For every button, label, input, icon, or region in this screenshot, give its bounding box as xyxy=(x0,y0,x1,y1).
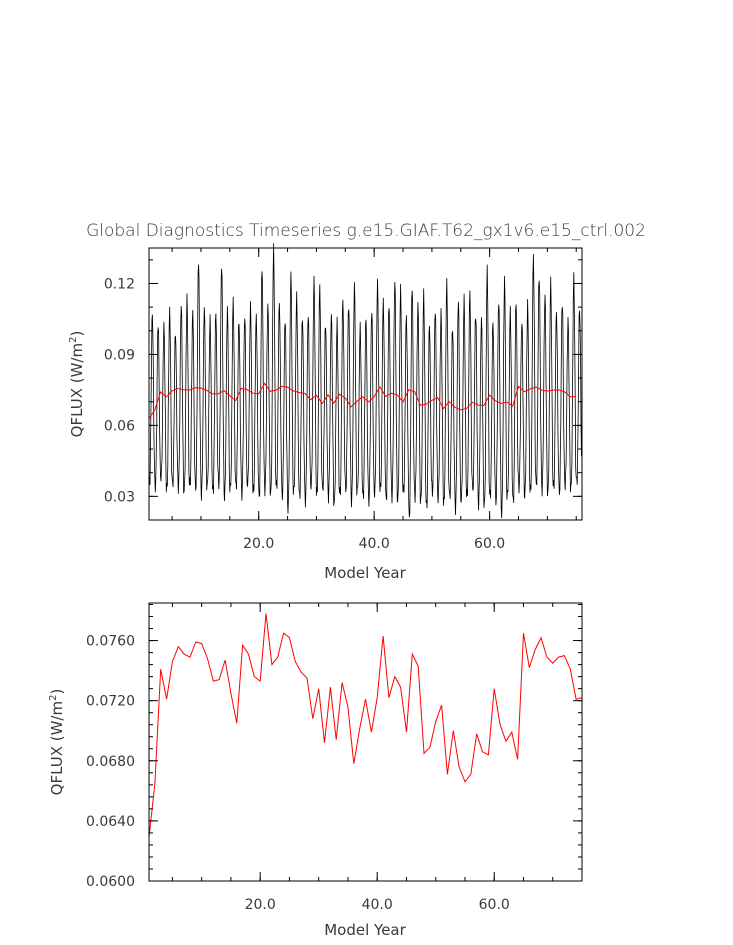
bottom-x-tick-label: 60.0 xyxy=(479,897,510,913)
bottom-x-tick-label: 40.0 xyxy=(362,897,393,913)
bottom-y-tick-label: 0.0680 xyxy=(86,754,135,770)
bottom-x-tick-label: 20.0 xyxy=(245,897,276,913)
top-y-tick-label: 0.03 xyxy=(104,489,135,505)
top-annual-series xyxy=(148,382,577,419)
bottom-y-tick-label: 0.0760 xyxy=(86,634,135,650)
bottom-plot-frame xyxy=(148,602,583,882)
top-x-axis-label: Model Year xyxy=(324,564,406,582)
top-plot-frame xyxy=(148,247,583,521)
top-x-tick-label: 40.0 xyxy=(359,536,390,552)
top-y-label-close: ) xyxy=(68,331,86,337)
bottom-annual-series xyxy=(148,613,583,838)
top-chart: Global Diagnostics Timeseries g.e15.GIAF… xyxy=(68,221,646,582)
top-annual-line xyxy=(148,382,577,419)
top-axis-ticks: 20.0 40.0 60.0 0.03 0.06 0.09 0.12 xyxy=(104,248,582,552)
top-x-tick-label: 60.0 xyxy=(474,536,505,552)
top-x-tick-label: 20.0 xyxy=(243,536,274,552)
top-chart-title: Global Diagnostics Timeseries g.e15.GIAF… xyxy=(86,221,646,241)
top-y-label-main: QFLUX (W/m xyxy=(68,343,86,437)
bottom-chart: 20.0 40.0 60.0 0.0600 0.0640 0.0680 0.0720 0.07… xyxy=(48,602,583,939)
bottom-y-label-close: ) xyxy=(48,689,66,695)
bottom-y-axis-label: QFLUX (W/m2) xyxy=(48,689,66,796)
top-y-axis-label: QFLUX (W/m2) xyxy=(68,331,86,438)
bottom-x-axis-label: Model Year xyxy=(324,921,406,939)
bottom-y-tick-label: 0.0600 xyxy=(86,874,135,890)
bottom-annual-line xyxy=(148,613,583,838)
top-y-tick-label: 0.12 xyxy=(104,276,135,292)
bottom-y-label-main: QFLUX (W/m xyxy=(48,701,66,795)
bottom-y-tick-label: 0.0640 xyxy=(86,814,135,830)
top-monthly-line xyxy=(148,243,582,519)
bottom-axis-ticks: 20.0 40.0 60.0 0.0600 0.0640 0.0680 0.0720 0.07… xyxy=(86,603,583,913)
top-y-tick-label: 0.09 xyxy=(104,347,135,363)
top-monthly-series xyxy=(148,243,582,519)
top-y-label-superscript: 2 xyxy=(68,337,79,343)
bottom-y-tick-label: 0.0720 xyxy=(86,694,135,710)
bottom-y-label-superscript: 2 xyxy=(48,695,59,701)
top-y-tick-label: 0.06 xyxy=(104,418,135,434)
